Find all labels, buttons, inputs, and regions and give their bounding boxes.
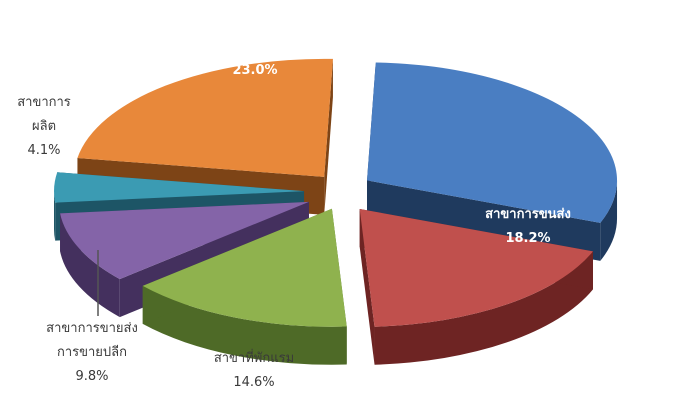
- slice-label-4: สาขาการผลิต 4.1%: [17, 95, 71, 158]
- slice-wall-1-1: [359, 208, 375, 365]
- slice-wall-0-1: [367, 180, 601, 261]
- slice-label-2: สาขาที่พักแรม 14.6%: [214, 349, 294, 390]
- slice-label-1: สาขาการขนส่ง 18.2%: [485, 207, 571, 246]
- slice-label-3: สาขาการขายส่งการขายปลีก 9.8%: [46, 321, 138, 384]
- slice-2: [142, 208, 347, 327]
- slice-0: [367, 62, 618, 223]
- slice-label-0: สาขาการเกษตร 30.3%: [495, 51, 585, 90]
- slice-wall-5-1: [324, 58, 333, 215]
- slice-1: [359, 208, 593, 327]
- slice-label-5: สาขาอื่นๆ 23.0%: [227, 36, 282, 78]
- slice-side-4: [54, 191, 56, 241]
- slice-tops: [54, 58, 618, 327]
- slice-side-2: [142, 285, 347, 365]
- slice-labels: สาขาการเกษตร 30.3% สาขาการขนส่ง 18.2% สาขาที…: [17, 36, 585, 390]
- slice-5: [77, 58, 333, 177]
- slice-4: [54, 172, 305, 203]
- slice-side-3: [60, 213, 120, 318]
- slice-side-1: [374, 251, 593, 365]
- slice-3: [60, 201, 309, 280]
- slice-side-0: [600, 180, 618, 261]
